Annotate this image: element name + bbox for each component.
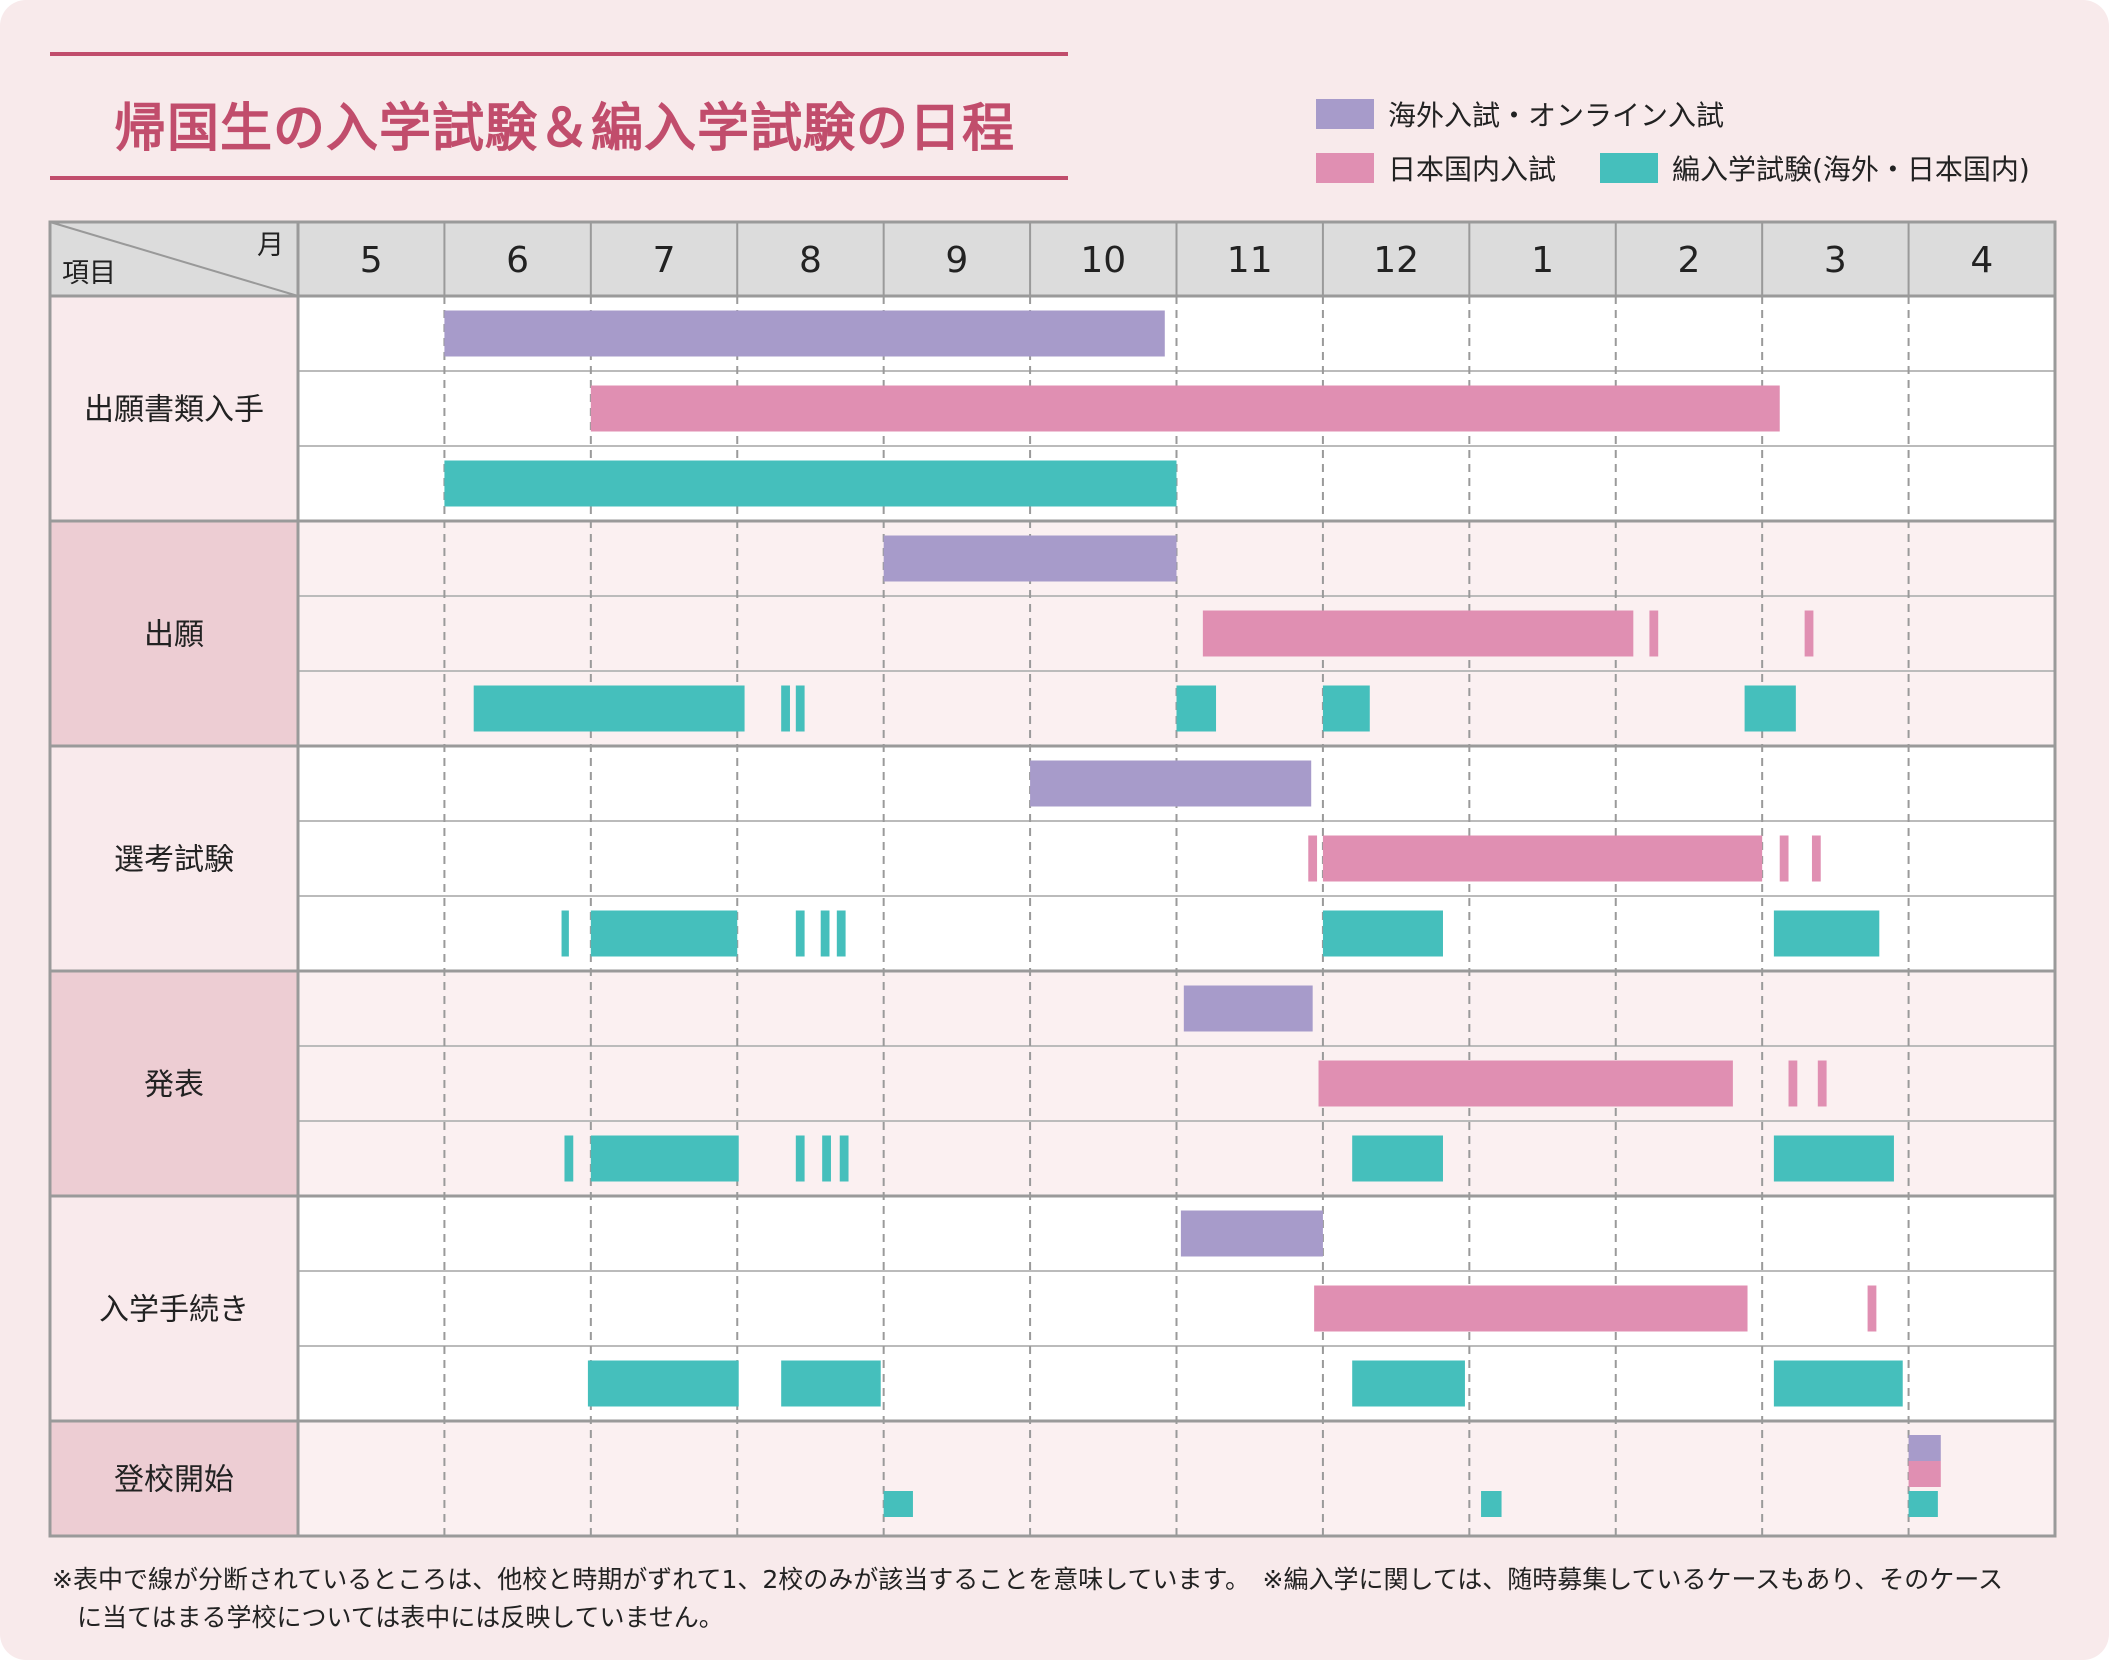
row-label-bg [50,521,298,746]
bar-transfer [1481,1491,1502,1517]
legend-label-overseas: 海外入試・オンライン入試 [1388,99,1725,132]
bar-transfer [561,910,569,957]
corner-diagonal [49,221,299,297]
bar-transfer [836,910,846,957]
row-label-bg [50,971,298,1196]
bar-transfer [590,1135,739,1182]
bar-transfer [587,1360,739,1407]
bar-transfer [590,910,738,957]
bar-domestic [1804,610,1814,657]
bar-domestic [1318,1060,1733,1107]
bar-transfer [781,1360,881,1407]
header-row [50,222,2055,296]
bar-domestic [1779,835,1789,882]
legend-label-domestic: 日本国内入試 [1388,153,1557,186]
footnote-line-1: ※表中で線が分断されているところは、他校と時期がずれて1、2校のみが該当すること… [52,1565,2003,1594]
corner-label-item: 項目 [62,258,116,289]
bar-overseas [1183,985,1313,1032]
row-label: 発表 [144,1068,204,1103]
bar-transfer [781,685,790,732]
bar-transfer [1176,685,1217,732]
bar-transfer [1322,685,1370,732]
legend-item-overseas: 海外入試・オンライン入試 [1316,94,1724,134]
bar-domestic [1817,1060,1827,1107]
month-label-1: 1 [1531,240,1554,281]
legend-swatch-transfer [1600,153,1658,183]
table-border [48,220,2057,1538]
row-label: 選考試験 [114,843,234,878]
bar-transfer [883,1491,913,1517]
row-label: 出願 [144,618,204,653]
title-frame: 帰国生の入学試験＆編入学試験の日程 [50,52,1068,180]
bar-transfer [1908,1491,1938,1517]
bar-transfer [1773,1360,1903,1407]
bar-domestic [1908,1461,1941,1487]
bar-domestic [590,385,1780,432]
row-label-bg [50,1196,298,1421]
month-label-4: 4 [1970,240,1993,281]
footnote-line-2: に当てはまる学校については表中には反映していません。 [52,1603,724,1632]
bar-domestic [1649,610,1659,657]
bar-transfer [564,1135,574,1182]
bar-domestic [1322,835,1763,882]
row-label: 登校開始 [114,1463,234,1498]
bar-domestic [1314,1285,1748,1332]
row-label: 入学手続き [99,1293,249,1328]
bar-transfer [1773,1135,1894,1182]
legend-swatch-overseas [1316,99,1374,129]
bar-overseas [444,310,1165,357]
bar-overseas [1030,760,1312,807]
month-label-2: 2 [1678,240,1701,281]
row-label: 出願書類入手 [84,393,264,428]
bar-transfer [795,1135,805,1182]
month-label-12: 12 [1373,240,1419,281]
month-label-8: 8 [799,240,822,281]
legend-swatch-domestic [1316,153,1374,183]
month-label-6: 6 [506,240,529,281]
bar-domestic [1811,835,1821,882]
month-label-7: 7 [653,240,676,281]
bar-domestic [1867,1285,1877,1332]
month-label-10: 10 [1080,240,1126,281]
row-label-bg [50,1421,298,1536]
bar-transfer [473,685,745,732]
bar-transfer [1744,685,1796,732]
bar-transfer [1773,910,1880,957]
row-label-bg [50,746,298,971]
legend-item-transfer: 編入学試験(海外・日本国内) [1600,148,2030,188]
bar-transfer [1322,910,1443,957]
corner-label-month: 月 [257,230,284,261]
bar-transfer [1352,1135,1443,1182]
bar-overseas [1180,1210,1323,1257]
bar-domestic [1788,1060,1798,1107]
bar-domestic [1202,610,1634,657]
page-title: 帰国生の入学試験＆編入学試験の日程 [114,99,1016,159]
month-label-11: 11 [1227,240,1273,281]
bar-transfer [444,460,1177,507]
gantt-chart: 月項目 5 6 7 8 9 10 11 12 1 2 3 4出願書類入手出願選考試験発表入学手続き登校開… [48,220,2057,1538]
legend-label-transfer: 編入学試験(海外・日本国内) [1672,153,2030,186]
bar-overseas [1908,1435,1941,1461]
bar-domestic [1308,835,1318,882]
month-label-3: 3 [1824,240,1847,281]
bar-overseas [883,535,1177,582]
bar-transfer [820,910,830,957]
legend-item-domestic: 日本国内入試 [1316,148,1556,188]
bar-transfer [795,910,805,957]
bar-transfer [822,1135,831,1182]
bar-transfer [1352,1360,1465,1407]
bar-transfer [839,1135,849,1182]
row-label-bg [50,296,298,521]
month-label-5: 5 [360,240,383,281]
month-label-9: 9 [945,240,968,281]
bar-transfer [795,685,805,732]
